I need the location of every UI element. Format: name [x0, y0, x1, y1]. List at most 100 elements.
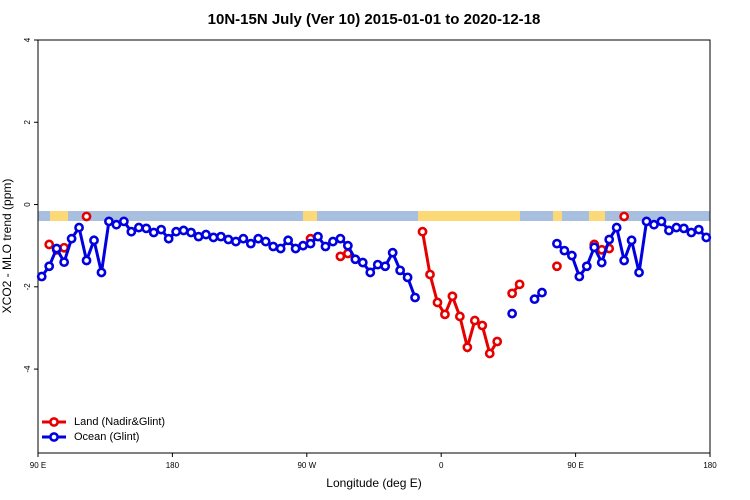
data-point [626, 235, 637, 246]
data-point [507, 288, 518, 299]
data-point [589, 242, 600, 253]
data-point [126, 226, 137, 237]
data-point [36, 271, 47, 282]
data-point [357, 257, 368, 268]
x-tick-label: 90 E [30, 461, 46, 470]
data-point [44, 261, 55, 272]
legend-marker [49, 417, 59, 427]
data-point [268, 241, 279, 252]
data-point [141, 223, 152, 234]
data-point [664, 225, 674, 236]
data-point [552, 261, 562, 272]
data-point [275, 243, 286, 254]
y-tick-label: -2 [23, 283, 32, 291]
data-point [380, 261, 391, 272]
data-point [611, 222, 622, 233]
data-point [156, 224, 167, 235]
data-point [469, 315, 480, 326]
data-point [529, 294, 540, 305]
y-tick-label: 2 [23, 119, 32, 124]
data-point [454, 311, 465, 322]
data-point [566, 250, 577, 261]
legend-item: Ocean (Glint) [42, 431, 139, 443]
data-point [118, 216, 129, 227]
data-point [701, 232, 712, 243]
legend-marker [49, 432, 59, 442]
data-point [163, 233, 174, 244]
x-tick-label: 0 [439, 461, 444, 470]
data-point [559, 245, 570, 256]
data-point [350, 254, 361, 265]
data-point [238, 233, 249, 244]
data-point [223, 234, 234, 245]
data-point [425, 269, 435, 280]
data-point [245, 238, 256, 249]
data-point [230, 236, 241, 247]
data-point [328, 236, 338, 247]
data-point [216, 231, 226, 242]
data-point [66, 233, 77, 244]
x-tick-label: 90 W [297, 461, 316, 470]
data-point [537, 287, 547, 298]
data-point [74, 222, 84, 233]
data-point [649, 219, 659, 230]
land-patch [589, 211, 605, 221]
data-point [298, 240, 308, 251]
ocean-band [38, 211, 710, 221]
data-point [96, 267, 107, 278]
y-tick-label: 0 [23, 202, 32, 207]
data-point [44, 239, 55, 250]
data-point [81, 255, 92, 266]
data-point [342, 240, 353, 251]
legend: Land (Nadir&Glint) Ocean (Glint) [42, 416, 165, 443]
land-patch [303, 211, 317, 221]
data-point [320, 241, 331, 252]
data-point [171, 226, 182, 237]
data-point [208, 232, 219, 243]
data-point [260, 236, 271, 247]
data-point [604, 234, 615, 245]
data-point [402, 272, 413, 283]
data-point [387, 247, 398, 258]
data-point [290, 243, 301, 254]
data-point [186, 227, 196, 238]
data-point [634, 267, 644, 278]
data-point [305, 238, 316, 249]
data-point [440, 309, 450, 320]
data-point [201, 229, 211, 240]
data-point [596, 257, 607, 268]
data-point [335, 233, 346, 244]
data-point [552, 238, 562, 249]
land-patch [418, 211, 520, 221]
data-point [365, 267, 376, 278]
data-point [51, 243, 62, 254]
series-line [40, 219, 708, 301]
x-tick-label: 180 [703, 461, 717, 470]
data-point [59, 257, 70, 268]
data-point [178, 225, 189, 236]
data-point [619, 211, 630, 222]
data-point [686, 227, 697, 238]
x-tick-label: 180 [166, 461, 180, 470]
data-point [693, 224, 704, 235]
data-point [656, 216, 667, 227]
land-patch [50, 211, 68, 221]
data-point [671, 222, 682, 233]
data-point [335, 251, 346, 262]
data-point [484, 348, 495, 359]
y-tick-label: 4 [23, 37, 32, 42]
data-point [574, 271, 585, 282]
plot-frame [37, 39, 711, 454]
data-point [477, 320, 488, 331]
data-point [514, 279, 525, 290]
legend-label: Ocean (Glint) [74, 431, 139, 443]
data-point [581, 261, 592, 272]
data-point [283, 235, 294, 246]
x-tick-label: 90 E [567, 461, 583, 470]
legend-item: Land (Nadir&Glint) [42, 416, 165, 428]
data-point [313, 231, 323, 242]
data-point [372, 259, 383, 270]
data-point [417, 226, 428, 237]
data-point [104, 216, 114, 227]
